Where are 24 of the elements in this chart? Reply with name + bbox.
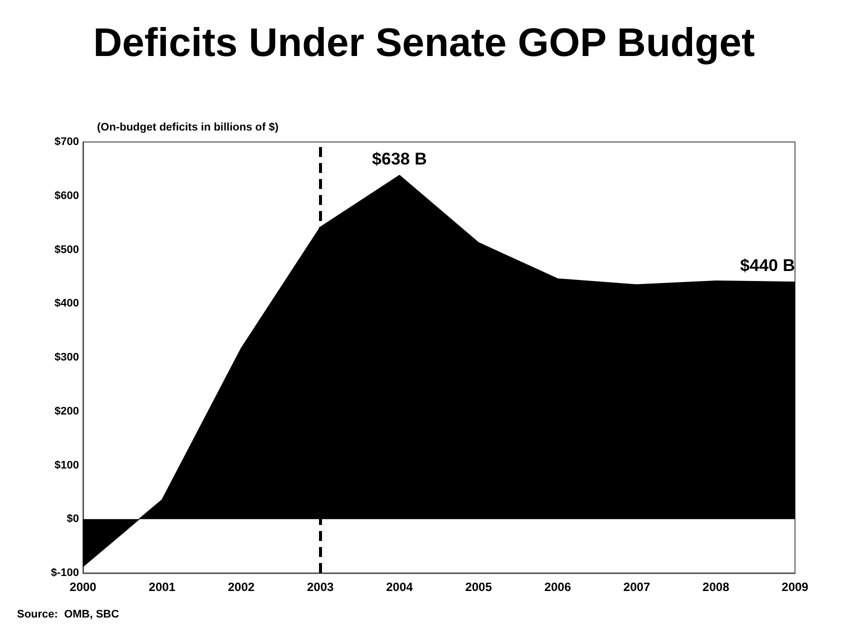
y-tick-label: $600 [54, 190, 79, 202]
y-tick-label: $300 [54, 352, 79, 364]
annotation: $440 B [740, 256, 795, 276]
x-tick-label: 2005 [465, 580, 492, 594]
annotation: $638 B [372, 149, 427, 168]
x-tick-label: 2004 [386, 580, 414, 594]
x-tick-label: 2006 [544, 580, 572, 594]
y-tick-label: $0 [66, 513, 79, 526]
y-axis-title: (On-budget deficits in billions of $) [97, 122, 279, 134]
y-tick-label: $700 [54, 136, 79, 148]
x-tick-label: 2001 [148, 580, 176, 594]
x-tick-label: 2008 [702, 580, 730, 594]
y-tick-label: $400 [54, 298, 79, 310]
x-tick-label: 2007 [623, 580, 650, 594]
source-note: Source: OMB, SBC [17, 608, 120, 620]
y-tick-label: $500 [54, 244, 79, 256]
x-tick-label: 2003 [306, 580, 334, 594]
y-tick-label: $200 [54, 405, 79, 418]
x-tick-label: 2009 [782, 580, 809, 594]
y-tick-label: $-100 [50, 567, 79, 579]
y-tick-label: $100 [54, 459, 79, 472]
x-tick-label: 2000 [70, 580, 97, 594]
chart-title: Deficits Under Senate GOP Budget [93, 21, 755, 65]
x-tick-label: 2002 [228, 580, 255, 594]
